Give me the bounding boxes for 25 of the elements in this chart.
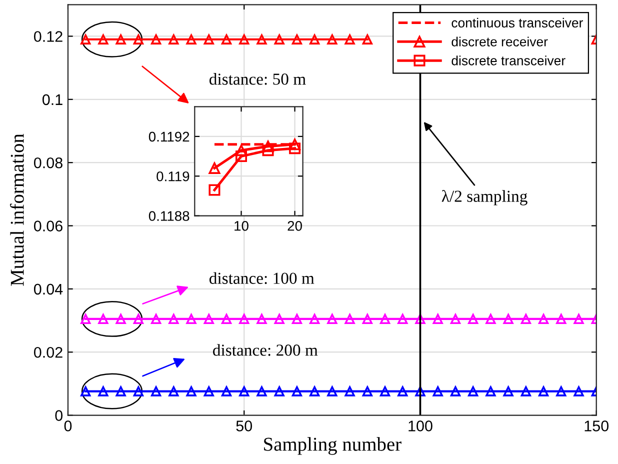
legend-label: discrete transceiver: [452, 56, 566, 66]
y-tick-label: 0.1: [42, 94, 62, 106]
x-tick-label: 150: [584, 420, 609, 432]
y-tick-label: 0.1188: [148, 211, 190, 221]
y-tick-label: 0.02: [34, 346, 62, 358]
annotation: distance: 50 m: [209, 73, 306, 85]
y-tick-label: 0.12: [34, 31, 62, 42]
annotation: distance: 100 m: [209, 272, 314, 284]
y-tick-label: 0.08: [34, 157, 62, 168]
ref-line-label: λ/2 sampling: [442, 190, 528, 206]
x-axis-title: Sampling number: [264, 437, 402, 455]
x-tick-label: 0: [64, 420, 72, 432]
y-tick-label: 0.1192: [148, 132, 190, 142]
annotation: distance: 200 m: [213, 344, 318, 356]
x-tick-label: 20: [288, 220, 302, 231]
x-tick-label: 100: [408, 420, 432, 432]
legend-label: continuous transceiver: [452, 18, 583, 28]
x-tick-label: 10: [234, 220, 248, 231]
x-tick-label: 50: [236, 420, 252, 432]
y-tick-label: 0.04: [34, 284, 63, 295]
y-axis-title: Mutual information: [10, 134, 24, 286]
y-tick-label: 0: [55, 410, 63, 421]
y-tick-label: 0.06: [34, 220, 62, 232]
legend-label: discrete receiver: [452, 36, 548, 46]
y-tick-label: 0.119: [156, 171, 190, 182]
